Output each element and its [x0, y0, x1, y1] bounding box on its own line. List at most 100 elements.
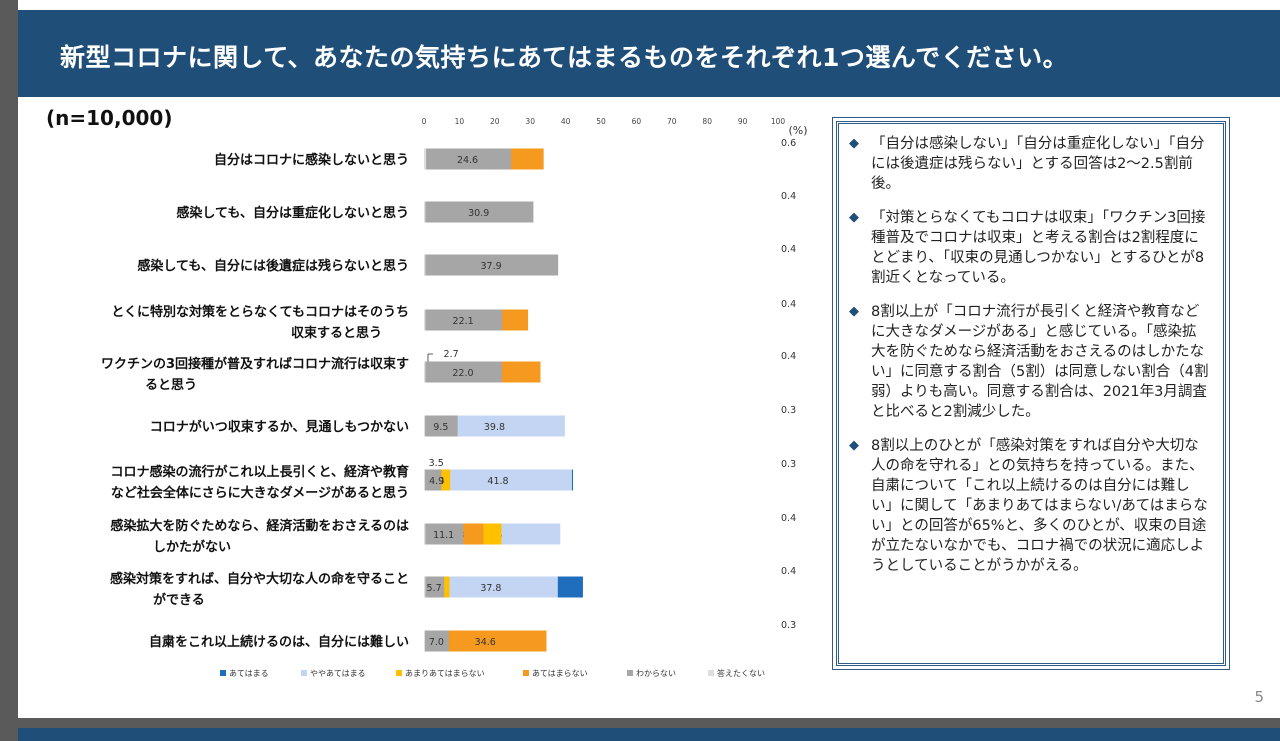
bar-segment	[424, 309, 503, 331]
bar-segment	[424, 361, 426, 383]
data-label: 30.9	[468, 208, 489, 219]
note-text: 8割以上が「コロナ流行が長引くと経済や教育などに大きなダメージがある」と感じてい…	[871, 304, 1209, 420]
bar-segment	[424, 576, 426, 598]
data-label: 39.8	[484, 422, 505, 433]
data-label: 22.1	[453, 316, 474, 327]
bar-segment	[424, 415, 565, 437]
slide: 新型コロナに関して、あなたの気持ちにあてはまるものをそれぞれ1つ選んでください。…	[18, 0, 1280, 718]
note-item: ◆ 8割以上のひとが「感染対策をすれば自分や大切な人の命を守れる」との気持ちを持…	[849, 436, 1211, 576]
bar-segment	[424, 361, 502, 383]
x-tick-label: 60	[632, 117, 642, 126]
page-title: 新型コロナに関して、あなたの気持ちにあてはまるものをそれぞれ1つ選んでください。	[60, 43, 1069, 72]
data-label: 2.7	[444, 349, 459, 360]
data-label: 4.9	[429, 476, 444, 487]
category-label: 自分はコロナに感染しないと思う	[214, 152, 409, 168]
category-label: など社会全体にさらに大きなダメージがあると思う	[111, 485, 409, 501]
bar-segment	[424, 148, 427, 170]
category-label: コロナ感染の流行がこれ以上長引くと、経済や教育	[111, 464, 409, 480]
x-tick-label: 80	[702, 117, 712, 126]
bar-segment	[424, 469, 442, 491]
note-text: 「自分は感染しない」「自分は重症化しない」「自分には後遺症は残らない」とする回答…	[871, 136, 1205, 192]
data-label: 0.3	[781, 459, 796, 470]
data-label: 0.4	[781, 244, 796, 255]
x-tick-label: 50	[596, 117, 606, 126]
category-label: ると思う	[145, 378, 197, 393]
data-label: 34.6	[475, 637, 496, 648]
category-label: 感染対策をすれば、自分や大切な人の命を守ること	[110, 571, 409, 587]
diamond-icon: ◆	[849, 304, 859, 319]
data-label: 5.7	[427, 583, 442, 594]
data-label: 24.6	[457, 155, 478, 166]
data-label: 0.6	[781, 138, 796, 149]
bar-segment	[424, 309, 426, 331]
data-label: 0.3	[781, 405, 796, 416]
data-label: 0.4	[781, 351, 796, 362]
legend-swatch	[220, 670, 226, 676]
x-tick-label: 70	[667, 117, 677, 126]
data-label: 7.0	[429, 637, 444, 648]
legend-label: 答えたくない	[717, 668, 765, 678]
category-label: しかたがない	[153, 539, 231, 555]
data-label: 0.4	[781, 299, 796, 310]
footer-band	[18, 728, 1280, 741]
x-tick-label: 100	[771, 117, 786, 126]
bar-segment	[424, 254, 559, 276]
x-tick-label: 10	[455, 117, 465, 126]
data-label: 9.5	[433, 422, 448, 433]
bar-segment	[424, 576, 445, 598]
category-label: 自粛をこれ以上続けるのは、自分には難しい	[149, 634, 409, 650]
legend-swatch	[396, 670, 402, 676]
data-label: 0.4	[781, 191, 796, 202]
category-label: 収束すると思う	[291, 325, 382, 341]
note-item: ◆ 8割以上が「コロナ流行が長引くと経済や教育などに大きなダメージがある」と感じ…	[849, 302, 1211, 422]
category-label: コロナがいつ収束するか、見通しもつかない	[150, 419, 409, 435]
category-label: ワクチンの3回接種が普及すればコロナ流行は収束す	[101, 356, 409, 372]
data-label: 0.4	[781, 513, 796, 524]
diamond-icon: ◆	[849, 438, 859, 453]
x-tick-label: 30	[525, 117, 535, 126]
page-number: 5	[1254, 688, 1264, 706]
bar-segment	[424, 148, 512, 170]
legend-swatch	[301, 670, 307, 676]
x-tick-label: 90	[738, 117, 748, 126]
bar-segment	[424, 576, 558, 598]
category-label: とくに特別な対策をとらなくてもコロナはそのうち	[111, 304, 409, 320]
bar-segment	[424, 523, 426, 545]
bar-segment	[424, 201, 426, 223]
data-label: 22.0	[452, 368, 473, 379]
data-label: 0.3	[781, 620, 796, 631]
x-tick-label: 20	[490, 117, 500, 126]
note-text: 8割以上のひとが「感染対策をすれば自分や大切な人の命を守れる」との気持ちを持って…	[871, 438, 1208, 574]
data-label: 41.8	[487, 476, 508, 487]
category-label: 感染しても、自分は重症化しないと思う	[176, 205, 409, 221]
legend-label: あてはまる	[229, 669, 269, 678]
header-band: 新型コロナに関して、あなたの気持ちにあてはまるものをそれぞれ1つ選んでください。	[18, 10, 1280, 97]
diamond-icon: ◆	[849, 210, 859, 225]
legend-label: ややあてはまる	[310, 669, 366, 678]
bar-segment	[424, 523, 464, 545]
category-label: 感染拡大を防ぐためなら、経済活動をおさえるのは	[110, 518, 409, 534]
diamond-icon: ◆	[849, 136, 859, 151]
data-label: 11.1	[433, 530, 454, 541]
bar-segment	[424, 469, 572, 491]
sample-size-label: (n=10,000)	[46, 106, 173, 130]
legend-swatch	[627, 670, 633, 676]
bar-segment	[424, 630, 426, 652]
data-label: 37.8	[480, 583, 501, 594]
bar-segment	[424, 254, 426, 276]
legend-label: あてはまらない	[532, 669, 588, 678]
legend-label: あまりあてはまらない	[405, 669, 485, 678]
bar-segment	[424, 630, 449, 652]
bar-segment	[424, 415, 458, 437]
summary-notes-box: ◆ 「自分は感染しない」「自分は重症化しない」「自分には後遺症は残らない」とする…	[832, 117, 1230, 670]
bar-segment	[424, 415, 426, 437]
bar-segment	[424, 201, 534, 223]
data-label: 37.9	[481, 261, 502, 272]
category-label: ができる	[153, 592, 205, 608]
legend-swatch	[708, 670, 714, 676]
note-item: ◆ 「自分は感染しない」「自分は重症化しない」「自分には後遺症は残らない」とする…	[849, 134, 1211, 194]
legend-swatch	[523, 670, 529, 676]
x-tick-label: 40	[561, 117, 571, 126]
category-label: 感染しても、自分には後遺症は残らないと思う	[137, 258, 409, 274]
x-tick-label: 0	[422, 117, 427, 126]
